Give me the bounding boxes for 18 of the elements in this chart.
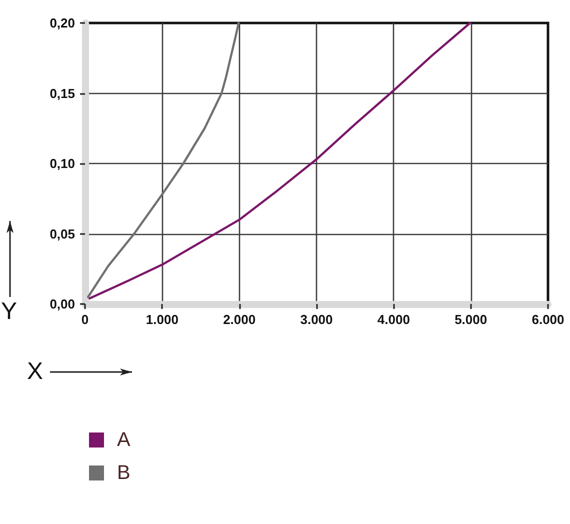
y-axis-title: Y (1, 298, 18, 325)
y-tick-label: 0,00 (50, 296, 75, 312)
legend-label: B (117, 462, 130, 484)
y-tick-label: 0,20 (50, 16, 75, 30)
line-series (88, 22, 472, 300)
x-axis-title: X (27, 358, 44, 385)
legend-label: A (117, 429, 131, 451)
y-tick-label: 0,10 (50, 156, 75, 171)
x-tick-label: 2.000 (223, 312, 256, 327)
x-tick-label: 4.000 (377, 312, 410, 327)
x-tick-label: 6.000 (532, 312, 564, 327)
x-tick-label: 5.000 (454, 312, 488, 327)
y-tick-label: 0,15 (50, 86, 75, 101)
x-tick-label: 0 (81, 312, 89, 327)
x-tick-label: 3.000 (300, 312, 333, 327)
y-tick-label: 0,05 (50, 226, 75, 242)
line-series (86, 22, 240, 298)
x-tick-label: 1.000 (146, 312, 178, 327)
